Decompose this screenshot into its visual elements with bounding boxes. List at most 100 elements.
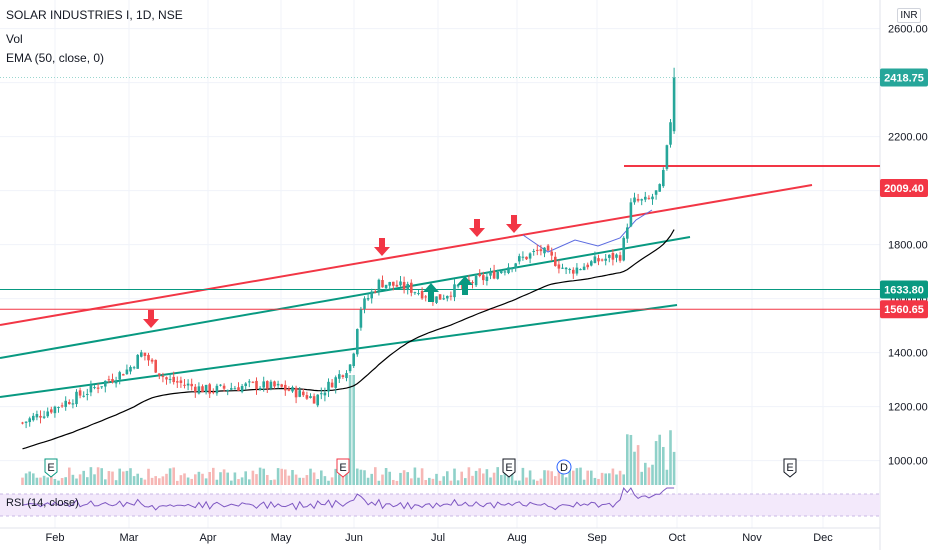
volume-bar	[597, 478, 600, 485]
time-tick-label: Aug	[507, 532, 527, 544]
volume-bar	[525, 477, 528, 485]
candle-body	[406, 284, 409, 290]
volume-bar	[348, 375, 352, 485]
volume-bar	[406, 472, 409, 485]
chart-title[interactable]: SOLAR INDUSTRIES I, 1D, NSE	[6, 8, 183, 22]
candle-body	[363, 298, 366, 309]
volume-bar	[654, 441, 658, 485]
price-tick-label: 2200.00	[888, 132, 928, 144]
candle-body	[75, 391, 78, 405]
candle-body	[176, 381, 179, 383]
volume-bar	[305, 475, 309, 485]
candle-body	[528, 253, 532, 259]
dividend-circle	[556, 459, 572, 475]
candle-body	[471, 282, 474, 284]
currency-label[interactable]: INR	[897, 8, 921, 23]
volume-bar	[658, 434, 661, 485]
volume-bar	[60, 478, 64, 485]
candle-body	[53, 406, 57, 414]
volume-bar	[154, 476, 157, 485]
event-letter: D	[560, 462, 568, 474]
volume-bars	[21, 375, 676, 485]
volume-bar	[467, 467, 471, 485]
candle-body	[172, 376, 175, 383]
rsi-legend[interactable]: RSI (14, close)	[6, 497, 79, 509]
price-tag-box	[880, 68, 928, 87]
volume-bar	[629, 434, 633, 485]
candle-body	[111, 379, 114, 382]
price-tag: 1633.80	[880, 280, 928, 299]
volume-bar	[280, 468, 283, 485]
candle-body	[338, 374, 341, 379]
volume-bar	[89, 467, 93, 485]
volume-bar	[168, 468, 172, 485]
volume-bar	[500, 475, 503, 485]
price-tag: 1560.65	[880, 300, 928, 319]
volume-bar	[582, 479, 586, 485]
volume-bar	[647, 467, 651, 485]
time-tick-label: May	[271, 532, 292, 544]
candle-body	[582, 266, 586, 271]
event-marker-e: E	[336, 458, 350, 478]
candle-body	[302, 391, 305, 396]
volume-bar	[449, 480, 453, 485]
candle-body	[197, 386, 201, 394]
volume-bar	[521, 467, 525, 485]
price-axis[interactable]: 1000.001200.001400.001600.001800.002000.…	[888, 24, 928, 468]
candle-body	[219, 384, 222, 386]
time-tick-label: Dec	[813, 532, 833, 544]
candle-body	[114, 380, 118, 384]
candle-body	[345, 373, 348, 379]
volume-bar	[561, 470, 564, 485]
candle-body	[291, 387, 294, 392]
volume-bar	[28, 471, 31, 485]
down-arrow	[374, 238, 390, 256]
volume-bar	[377, 480, 381, 485]
candle-body	[633, 197, 636, 203]
volume-bar	[518, 480, 521, 485]
candle-body	[348, 364, 352, 372]
price-tag-label: 2009.40	[884, 183, 924, 195]
candle-body	[521, 256, 525, 258]
volume-bar	[528, 470, 532, 485]
volume-legend[interactable]: Vol	[6, 32, 23, 46]
volume-bar	[273, 479, 276, 485]
candle-body	[82, 395, 85, 397]
candle-body	[395, 284, 399, 287]
candle-body	[514, 263, 517, 269]
time-axis[interactable]: Feb Mar Apr May Jun Jul Aug Sep Oct Nov Dec	[46, 532, 834, 544]
candle-body	[233, 388, 237, 390]
price-tick-label: 1800.00	[888, 240, 928, 252]
volume-bar	[334, 468, 337, 485]
volume-bar	[251, 470, 255, 485]
candle-body	[39, 415, 42, 418]
candle-body	[294, 387, 298, 398]
candle-body	[57, 407, 60, 409]
candle-body	[503, 271, 507, 273]
candle-body	[622, 237, 625, 261]
volume-bar	[489, 477, 492, 485]
teal-channel-upper	[0, 236, 691, 359]
ema-line	[22, 229, 675, 450]
time-tick-label: Oct	[668, 532, 685, 544]
volume-bar	[550, 471, 553, 485]
candle-body	[651, 196, 654, 200]
candle-body	[161, 376, 165, 378]
candle-body	[212, 391, 215, 393]
volume-bar	[190, 478, 193, 485]
candle-body	[327, 381, 330, 392]
volume-bar	[604, 473, 607, 485]
volume-bar	[514, 480, 517, 485]
candle-body	[564, 267, 568, 270]
volume-bar	[143, 479, 147, 485]
volume-bar	[417, 477, 420, 485]
volume-bar	[442, 476, 445, 485]
candle-body	[662, 170, 665, 187]
price-tick-label: 1000.00	[888, 456, 928, 468]
ema-legend[interactable]: EMA (50, close, 0)	[6, 51, 105, 65]
candle-body	[446, 295, 449, 299]
volume-bar	[215, 479, 219, 485]
candle-body	[226, 389, 229, 391]
